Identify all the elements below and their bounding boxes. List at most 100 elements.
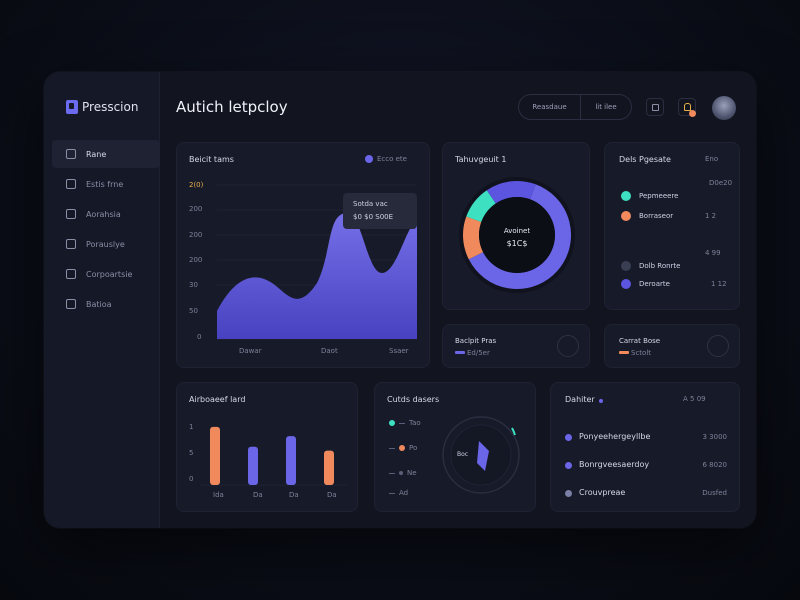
sidebar-item-5[interactable]: Batioa: [52, 290, 160, 318]
sidebar-item-label: Aorahsia: [86, 209, 121, 219]
gauge-item-0: Tao: [389, 419, 421, 427]
area-chart-legend: Ecco ete: [377, 155, 407, 163]
sidebar-item-3[interactable]: Porauslye: [52, 230, 160, 258]
database-icon[interactable]: [557, 335, 579, 357]
bar-0[interactable]: [210, 426, 220, 485]
avatar[interactable]: [712, 96, 736, 120]
header-pill-right[interactable]: lit ilee: [581, 103, 631, 111]
area-chart-card: Beicit tams Ecco ete Sotda vac $0 $0 S00…: [176, 142, 430, 368]
y-tick: 200: [189, 205, 203, 213]
folder-icon: [66, 239, 76, 249]
legend-dot: [621, 191, 631, 201]
donut-title: Tahuvgeuit 1: [455, 155, 507, 164]
list-row-1[interactable]: Bonrgveesaerdoy 6 8020: [565, 459, 727, 473]
stat-card-2[interactable]: Carrat Bose Sctolt: [604, 324, 740, 368]
gauge-item-2: Ne: [389, 469, 417, 477]
gauge-item-label: Ad: [399, 489, 409, 497]
y-tick: 0: [189, 475, 194, 483]
gauge-card: Cutds dasers Tao Po Ne Ad Boc: [374, 382, 536, 512]
clock-icon[interactable]: [707, 335, 729, 357]
legend-card-title: Dels Pgesate: [619, 155, 671, 164]
gauge-outer-ring: [442, 416, 520, 494]
gauge-item-line: [399, 422, 405, 424]
sidebar-item-0[interactable]: Rane: [52, 140, 160, 168]
donut-slice-1[interactable]: [463, 216, 484, 260]
donut-slice-2[interactable]: [466, 190, 497, 223]
bar-2[interactable]: [286, 436, 296, 485]
legend-card-badge: Eno: [705, 155, 719, 163]
header-segmented-control[interactable]: Reasdaue lit ilee: [518, 94, 632, 120]
gauge-title: Cutds dasers: [387, 395, 440, 404]
tooltip: Sotda vac $0 $0 S00E: [343, 193, 417, 229]
gauge-item-marker: [399, 471, 403, 475]
list-row-0[interactable]: Ponyeehergeyllbe 3 3000: [565, 431, 727, 445]
list-row-label: Ponyeehergeyllbe: [579, 432, 651, 441]
brand-name: Presscion: [82, 100, 139, 114]
tooltip-line-2: $0 $0 S00E: [353, 213, 394, 221]
brand[interactable]: Presscion: [66, 100, 138, 114]
legend-sub: 4 99: [705, 249, 721, 257]
building-icon: [66, 269, 76, 279]
legend-label: Dolb Ronrte: [639, 262, 681, 270]
list-row-dot: [565, 462, 572, 469]
stat-card-1-title: Baclpit Pras: [455, 337, 497, 345]
legend-dot: [621, 211, 631, 221]
dashboard-window: Presscion Rane Estis frne Aorahsia Porau…: [44, 72, 756, 528]
gauge-dial: [442, 416, 520, 494]
stat-card-2-sub: Sctolt: [631, 349, 652, 357]
sidebar-item-4[interactable]: Corpoartsie: [52, 260, 160, 288]
list-row-value: 6 8020: [702, 461, 728, 469]
home-icon: [66, 149, 76, 159]
y-tick: 50: [189, 307, 198, 315]
notification-button[interactable]: [678, 98, 696, 117]
sidebar-item-1[interactable]: Estis frne: [52, 170, 160, 198]
gauge-item-line: [389, 472, 395, 474]
x-tick: Da: [289, 491, 299, 499]
settings-icon: [66, 299, 76, 309]
gauge-accent-arc: [511, 427, 516, 436]
chart-icon: [66, 209, 76, 219]
bar-1[interactable]: [248, 446, 258, 485]
shield-icon: [66, 179, 76, 189]
donut-slice-0[interactable]: [468, 184, 571, 289]
donut-slice-3[interactable]: [486, 181, 536, 204]
legend-dot: [365, 155, 373, 163]
grid-button[interactable]: [646, 98, 664, 116]
gauge-item-label: Ne: [407, 469, 417, 477]
legend-sub: D0e20: [709, 179, 733, 187]
donut-center-label: Avoinet: [503, 227, 531, 235]
sidebar-item-2[interactable]: Aorahsia: [52, 200, 160, 228]
bar-chart-title: Airboaeef lard: [189, 395, 246, 404]
gauge-item-marker: [389, 420, 395, 426]
legend-dot: [621, 261, 631, 271]
header-pill-right-label: lit ilee: [595, 103, 617, 111]
y-tick: 200: [189, 231, 203, 239]
area-chart-title: Beicit tams: [189, 155, 234, 164]
list-row-2[interactable]: Crouvpreae Dusfed: [565, 487, 727, 501]
area-chart: [217, 184, 417, 340]
list-row-value: 3 3000: [702, 433, 728, 441]
tooltip-line-1: Sotda vac: [353, 200, 388, 208]
donut-hole: [479, 197, 555, 273]
stat-card-1-bar: [455, 351, 465, 354]
page-title: Autich letpcloy: [176, 98, 288, 116]
brand-logo-icon: [66, 100, 78, 114]
bar-3[interactable]: [324, 450, 334, 485]
stat-card-2-bar: [619, 351, 629, 354]
list-row-dot: [565, 490, 572, 497]
gauge-item-line: [389, 447, 395, 449]
stat-card-1[interactable]: Baclpit Pras Ed/5er: [442, 324, 590, 368]
list-card-title: Dahiter: [565, 395, 595, 404]
x-tick: Ssaer: [389, 347, 409, 355]
list-card: Dahiter A 5 09 Ponyeehergeyllbe 3 3000 B…: [550, 382, 740, 512]
legend-sub: 1 2: [705, 212, 717, 220]
x-tick: Dawar: [239, 347, 262, 355]
donut-card: Tahuvgeuit 1 Avoinet $1C$: [442, 142, 590, 310]
header-pill-left[interactable]: Reasdaue: [519, 95, 581, 119]
list-row-label: Crouvpreae: [579, 488, 626, 497]
gauge-item-1: Po: [389, 444, 417, 452]
stat-card-1-sub: Ed/5er: [467, 349, 490, 357]
gauge-item-line: [389, 492, 395, 494]
sidebar-item-label: Batioa: [86, 299, 112, 309]
gauge-item-label: Tao: [409, 419, 421, 427]
